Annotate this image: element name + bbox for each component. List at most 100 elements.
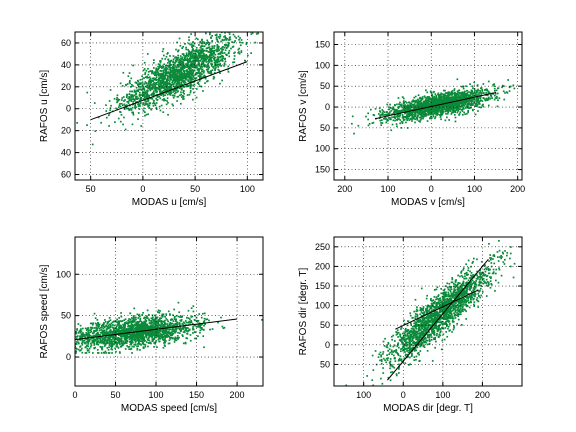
panel-v-point [444, 89, 446, 92]
panel-u-point [181, 75, 183, 77]
panel-v-point [433, 104, 436, 106]
panel-speed-point [95, 342, 98, 344]
panel-speed-point [90, 330, 93, 333]
panel-u-point [167, 62, 169, 64]
panel-u-point [208, 42, 211, 44]
panel-u-point [169, 62, 171, 65]
panel-speed-point [127, 323, 129, 325]
panel-u-point [189, 76, 192, 79]
panel-u-point [197, 60, 200, 63]
panel-v-point [383, 117, 385, 120]
panel-v-point [438, 95, 440, 97]
panel-speed-point [142, 336, 145, 338]
panel-u-point [215, 61, 217, 64]
panel-u-point [170, 73, 172, 76]
panel-u-point [164, 67, 166, 70]
panel-v-point [413, 111, 415, 114]
panel-u-point [181, 63, 184, 65]
panel-v-point [423, 109, 425, 112]
panel-v-point [420, 118, 423, 120]
panel-u-point [195, 77, 198, 79]
panel-speed-point [128, 338, 131, 341]
panel-v-point [406, 111, 409, 114]
panel-u-point [136, 97, 139, 100]
panel-v-point [477, 103, 479, 106]
panel-u-point [149, 70, 152, 72]
panel-v-point [414, 110, 417, 113]
panel-speed-point [164, 341, 166, 344]
panel-v-point [394, 111, 397, 113]
panel-v-point [454, 96, 456, 99]
panel-v-point [460, 97, 462, 100]
panel-v-point [441, 104, 444, 107]
panel-speed-point [164, 340, 166, 343]
panel-u-point [212, 55, 215, 58]
panel-v-point [482, 92, 485, 94]
panel-v-point [430, 104, 432, 107]
panel-u-point [166, 78, 169, 80]
panel-v-point [443, 108, 446, 111]
panel-u-point [143, 77, 145, 79]
panel-v-point [408, 119, 411, 121]
panel-v-point [494, 93, 497, 95]
panel-speed-point [88, 329, 90, 332]
panel-u-point [241, 41, 243, 44]
panel-u-point [158, 77, 160, 80]
panel-u-point [219, 35, 222, 38]
panel-v-point [429, 106, 432, 109]
panel-u-point [152, 105, 155, 107]
panel-u-point [187, 70, 190, 73]
panel-v-point [476, 92, 478, 94]
panel-speed-point [116, 332, 118, 335]
panel-speed-point [199, 331, 201, 334]
panel-u-point [199, 76, 202, 78]
panel-u-point [151, 80, 154, 82]
panel-u-point [161, 67, 163, 69]
panel-speed-point [132, 315, 135, 317]
panel-v-point [466, 96, 469, 99]
panel-v-point [379, 111, 382, 113]
panel-speed-point [79, 324, 82, 327]
panel-u-point [166, 53, 169, 55]
panel-v-point [409, 107, 412, 109]
panel-speed-point [93, 347, 96, 349]
panel-v-point [460, 105, 463, 108]
panel-speed-point [119, 352, 121, 354]
panel-u-point [178, 63, 181, 66]
panel-u-point [222, 45, 224, 48]
panel-v-point [413, 96, 416, 99]
panel-speed-point [139, 349, 141, 351]
panel-v-point [458, 105, 461, 108]
panel-v-point [440, 112, 442, 114]
panel-u-point [153, 77, 155, 80]
panel-speed-point [86, 328, 89, 330]
panel-u-point [179, 94, 181, 97]
panel-u-point [153, 100, 155, 102]
panel-u-point [208, 66, 211, 69]
panel-v-point [394, 117, 396, 119]
panel-v-point [425, 109, 428, 112]
panel-u-point [177, 65, 179, 67]
panel-speed-point [161, 320, 164, 323]
panel-v-point [484, 99, 487, 102]
panel-v-point [462, 101, 465, 104]
panel-v-point [462, 87, 465, 90]
panel-speed-point [179, 316, 181, 318]
panel-u-point [202, 50, 205, 53]
panel-u-point [210, 53, 212, 56]
panel-v-ylabel: RAFOS v [cm/s] [298, 70, 309, 142]
panel-v-point [494, 94, 496, 97]
panel-v-point [437, 92, 440, 95]
panel-u-point [144, 102, 147, 104]
panel-v-point [483, 89, 486, 91]
panel-v-point [445, 99, 447, 101]
panel-u-point [105, 104, 107, 106]
panel-u-point [161, 57, 164, 60]
panel-u-point [184, 43, 186, 45]
panel-u-xticks: 50 0 50 100 [86, 32, 255, 194]
panel-u-point [137, 101, 140, 104]
panel-u-point [124, 128, 127, 131]
panel-u-ytick-label: 20 [61, 82, 71, 92]
panel-v-point [413, 100, 415, 102]
panel-v-point [440, 118, 442, 121]
